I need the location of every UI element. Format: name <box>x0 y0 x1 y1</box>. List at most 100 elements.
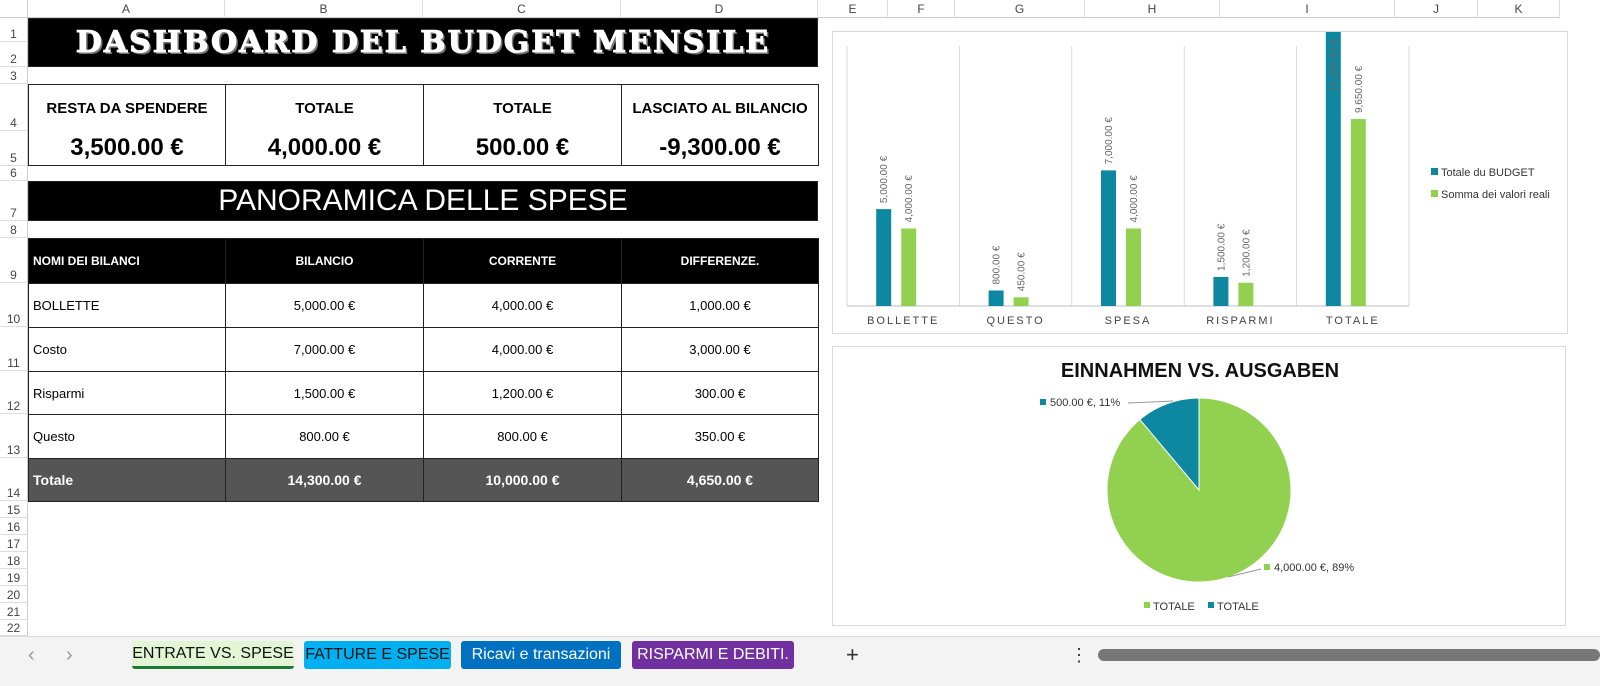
row-header[interactable]: 19 <box>0 569 28 586</box>
total-cell[interactable]: Totale <box>28 458 226 502</box>
table-cell[interactable]: 1,200.00 € <box>423 371 622 415</box>
row-header[interactable]: 8 <box>0 221 28 238</box>
row-header[interactable]: 2 <box>0 42 28 67</box>
table-cell[interactable]: 800.00 € <box>225 414 424 459</box>
table-cell[interactable]: Questo <box>28 414 226 459</box>
section-title: PANORAMICA DELLE SPESE <box>28 181 818 221</box>
row-header[interactable]: 3 <box>0 67 28 84</box>
column-header[interactable]: C <box>423 0 621 18</box>
add-sheet-button[interactable]: + <box>846 642 859 667</box>
dashboard-title: DASHBOARD DEL BUDGET MENSILE <box>28 18 818 67</box>
prev-sheet-button[interactable]: ‹ <box>28 644 35 666</box>
row-header[interactable]: 4 <box>0 84 28 131</box>
data-label-swatch <box>1264 564 1270 570</box>
row-header[interactable]: 14 <box>0 458 28 501</box>
row-header[interactable]: 10 <box>0 283 28 327</box>
summary-value: -9,300.00 € <box>621 131 819 166</box>
total-cell[interactable]: 10,000.00 € <box>423 458 622 502</box>
data-label: 5,000.00 € <box>879 155 890 203</box>
table-header: CORRENTE <box>423 238 622 284</box>
column-header[interactable]: H <box>1085 0 1220 18</box>
table-cell[interactable]: 1,000.00 € <box>621 283 819 328</box>
row-header[interactable]: 21 <box>0 603 28 620</box>
data-label: 4,000.00 €, 89% <box>1274 562 1354 574</box>
bar <box>988 290 1004 306</box>
row-header[interactable]: 1 <box>0 18 28 42</box>
row-header[interactable]: 13 <box>0 414 28 458</box>
leader-line <box>1227 568 1262 578</box>
data-label: 4,000.00 € <box>1129 175 1140 223</box>
column-header[interactable]: D <box>621 0 818 18</box>
column-header[interactable]: J <box>1395 0 1478 18</box>
legend-label: Somma dei valori reali <box>1441 189 1550 201</box>
data-label: 1,200.00 € <box>1241 229 1252 277</box>
table-cell[interactable]: 3,000.00 € <box>621 327 819 372</box>
table-cell[interactable]: BOLLETTE <box>28 283 226 328</box>
bar <box>901 228 917 306</box>
row-header[interactable]: 6 <box>0 166 28 181</box>
summary-value: 4,000.00 € <box>225 131 424 166</box>
bar <box>1126 228 1141 306</box>
data-label: 500.00 €, 11% <box>1050 397 1120 409</box>
total-cell[interactable]: 4,650.00 € <box>621 458 819 502</box>
summary-header: LASCIATO AL BILANCIO <box>621 84 819 132</box>
data-label: 1,500.00 € <box>1216 223 1227 271</box>
data-label: 7,000.00 € <box>1104 117 1115 165</box>
table-cell[interactable]: 800.00 € <box>423 414 622 459</box>
pie-slice <box>1139 397 1200 492</box>
legend-label: TOTALE <box>1153 601 1195 613</box>
table-cell[interactable]: 1,500.00 € <box>225 371 424 415</box>
column-header[interactable]: F <box>888 0 955 18</box>
row-header[interactable]: 17 <box>0 535 28 552</box>
more-options-icon[interactable]: ⋮ <box>1070 645 1088 665</box>
row-header[interactable]: 12 <box>0 371 28 414</box>
select-all-corner[interactable] <box>0 0 28 18</box>
summary-header: TOTALE <box>423 84 622 132</box>
legend-label: TOTALE <box>1217 601 1259 613</box>
row-header[interactable]: 7 <box>0 181 28 221</box>
table-cell[interactable]: 4,000.00 € <box>423 327 622 372</box>
column-header[interactable]: I <box>1220 0 1395 18</box>
bar <box>1213 276 1229 306</box>
row-header[interactable]: 9 <box>0 238 28 283</box>
row-header[interactable]: 11 <box>0 327 28 371</box>
column-header[interactable]: B <box>225 0 423 18</box>
column-header[interactable]: K <box>1478 0 1560 18</box>
table-cell[interactable]: Costo <box>28 327 226 372</box>
table-cell[interactable]: 300.00 € <box>621 371 819 415</box>
data-label-swatch <box>1040 399 1046 405</box>
legend-swatch <box>1431 168 1438 175</box>
tab-entrate-vs-spese[interactable]: ENTRATE VS. SPESE <box>132 641 294 669</box>
table-cell[interactable]: Risparmi <box>28 371 226 415</box>
data-label: 9,650.00 € <box>1354 65 1365 113</box>
bar-chart[interactable]: BOLLETTE 5,000.00 € 4,000.00 € QUESTO 800.00… <box>832 28 1568 334</box>
row-header[interactable]: 16 <box>0 518 28 535</box>
row-header[interactable]: 22 <box>0 620 28 636</box>
row-header[interactable]: 15 <box>0 501 28 518</box>
next-sheet-button[interactable]: › <box>66 644 73 666</box>
table-cell[interactable]: 4,000.00 € <box>423 283 622 328</box>
column-header[interactable]: G <box>955 0 1085 18</box>
leader-line <box>1127 400 1174 404</box>
pie-chart[interactable]: EINNAHMEN VS. AUSGABEN 4,000.00 €, 89% 500… <box>832 346 1566 626</box>
tab-ricavi-e-transazioni[interactable]: Ricavi e transazioni <box>461 641 621 669</box>
row-header[interactable]: 5 <box>0 131 28 166</box>
bar <box>876 209 892 306</box>
row-header[interactable]: 20 <box>0 586 28 603</box>
horizontal-scrollbar[interactable] <box>1098 649 1600 661</box>
tab-risparmi-e-debiti[interactable]: RISPARMI E DEBITI. <box>632 641 794 669</box>
legend-swatch <box>1144 602 1150 608</box>
tab-fatture-e-spese[interactable]: FATTURE E SPESE <box>304 641 451 669</box>
data-label: 4,000.00 € <box>904 175 915 223</box>
total-cell[interactable]: 14,300.00 € <box>225 458 424 502</box>
row-header[interactable]: 18 <box>0 552 28 569</box>
column-header[interactable]: E <box>818 0 888 18</box>
table-cell[interactable]: 5,000.00 € <box>225 283 424 328</box>
bar <box>1238 282 1254 306</box>
category-label: TOTALE <box>1326 315 1380 327</box>
pie-title: EINNAHMEN VS. AUSGABEN <box>1061 360 1339 382</box>
column-header[interactable]: A <box>28 0 225 18</box>
table-cell[interactable]: 7,000.00 € <box>225 327 424 372</box>
table-cell[interactable]: 350.00 € <box>621 414 819 459</box>
summary-value: 3,500.00 € <box>28 131 226 166</box>
